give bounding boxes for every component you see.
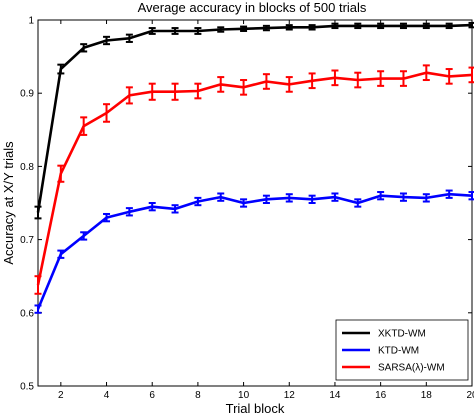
legend-label: SARSA(λ)-WM [378,363,445,374]
error-bar [468,191,474,201]
y-tick-label: 0.9 [20,89,34,100]
legend-label: KTD-WM [378,346,419,357]
error-bar [171,82,179,101]
error-bar [285,76,293,93]
x-tick-label: 2 [58,390,64,401]
series-line [36,192,473,310]
series-line [36,71,473,286]
error-bar [217,192,225,202]
error-bar [125,86,133,105]
error-bar [308,24,316,31]
x-tick-label: 16 [375,390,387,401]
error-bar [103,35,111,46]
error-bar [377,70,385,87]
axis-ticks: 2 4 6 8 10 12 14 16 18 20 0.5 0.6 0.7 0.8 0.9 1 [20,16,474,402]
error-bar [217,26,225,33]
error-bar [331,22,339,30]
legend-entry: XKTD-WM [342,329,426,340]
error-bar [194,82,202,100]
error-bar [194,27,202,35]
error-bar [171,204,179,214]
legend-label: XKTD-WM [378,329,426,340]
error-bar [194,196,202,207]
x-tick-label: 4 [104,390,110,401]
error-bar [57,164,65,183]
error-bar [148,82,156,101]
error-bar [240,198,248,208]
error-bar [285,193,293,203]
x-axis-title: Trial block [226,401,285,415]
error-bar [240,79,248,96]
error-bar [422,193,430,203]
error-bar [377,22,385,30]
y-tick-label: 1 [28,16,34,27]
error-bar [57,249,65,259]
error-bar [377,191,385,201]
error-bar [308,194,316,204]
x-tick-label: 8 [195,390,201,401]
series-1 [34,189,474,314]
error-bar [468,66,474,84]
error-bar [103,212,111,223]
error-bar [80,116,88,136]
error-bar [103,103,111,123]
error-bar [422,22,430,30]
error-bar [171,27,179,35]
y-axis-title: Accuracy at X/Y trials [1,141,16,265]
error-bar [422,64,430,82]
error-bar [125,33,133,43]
series-layer [34,21,474,314]
legend-entry: SARSA(λ)-WM [342,363,445,374]
error-bar [148,27,156,35]
error-bar [34,275,42,295]
error-bar [399,70,407,87]
x-tick-label: 6 [149,390,155,401]
x-tick-label: 10 [238,390,250,401]
error-bar [354,22,362,30]
error-bar [262,73,270,90]
error-bar [240,25,248,32]
x-tick-label: 18 [421,390,433,401]
series-0 [34,21,474,220]
y-tick-label: 0.8 [20,162,34,173]
error-bar [445,189,453,199]
error-bar [445,68,453,85]
series-2 [34,64,474,295]
error-bar [285,24,293,31]
error-bar [399,22,407,30]
error-bar [354,71,362,89]
legend-entry: KTD-WM [342,346,419,357]
x-tick-label: 12 [284,390,296,401]
error-bar [445,22,453,30]
error-bar [217,76,225,93]
error-bar [308,72,316,90]
y-tick-label: 0.5 [20,382,34,393]
error-bar [262,24,270,32]
error-bar [399,192,407,202]
series-line [36,23,473,213]
x-tick-label: 14 [329,390,341,401]
error-bar [468,21,474,29]
y-tick-label: 0.7 [20,235,34,246]
error-bar [125,207,133,217]
error-bar [354,198,362,208]
error-bar [80,43,88,53]
error-bar [148,202,156,212]
error-bar [331,192,339,202]
x-tick-label: 20 [466,390,474,401]
chart-title: Average accuracy in blocks of 500 trials [138,0,367,15]
y-tick-label: 0.6 [20,308,34,319]
error-bar [34,304,42,314]
error-bar [331,69,339,87]
error-bar [80,231,88,241]
error-bar [262,194,270,204]
legend: XKTD-WM KTD-WM SARSA(λ)-WM [335,319,469,381]
error-bar [57,63,65,75]
error-bar [34,205,42,220]
